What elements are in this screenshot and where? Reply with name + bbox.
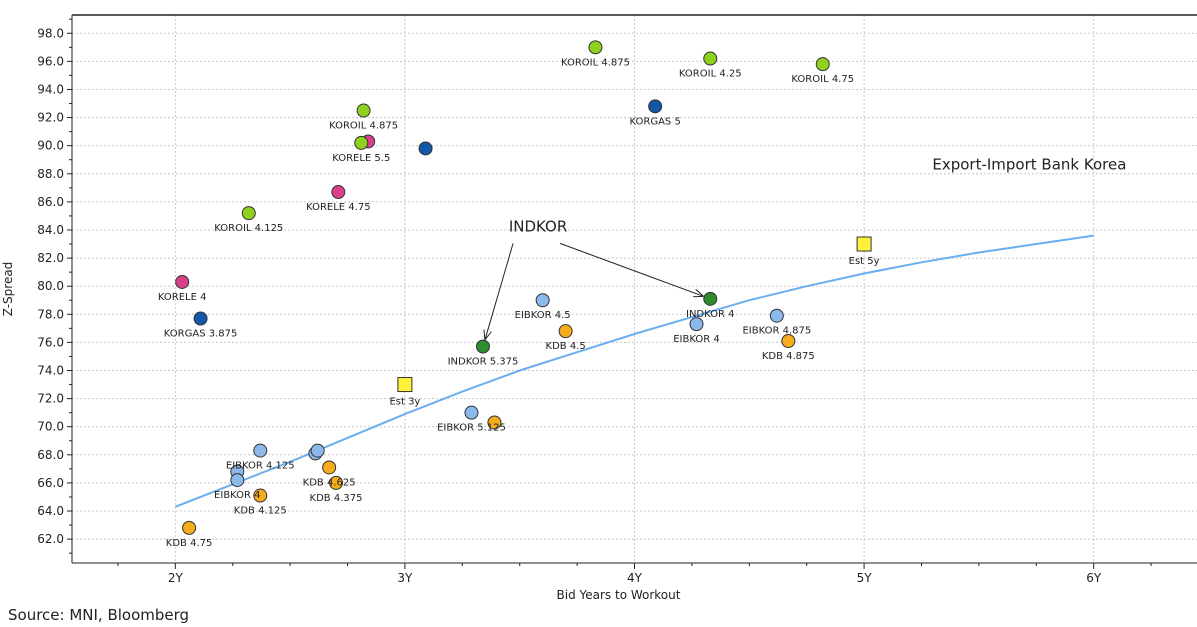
y-tick-label: 98.0 [37, 26, 64, 40]
z-spread-scatter-chart: 62.0 64.0 66.0 68.0 70.0 72.0 74.0 76.0 78.0 80.0… [1, 14, 1197, 602]
annotation-arrow [559, 242, 703, 296]
point-label: KDB 4.875 [762, 351, 815, 362]
point-label: KOROIL 4.875 [561, 57, 630, 68]
estimate-label: Est 3y [389, 397, 420, 408]
point-eibkor [253, 443, 268, 458]
point-koroil [588, 40, 603, 55]
point-korgas [193, 311, 208, 326]
estimate-label: Est 5y [849, 256, 880, 267]
point-eibkor [535, 293, 550, 308]
point-eibkor [230, 473, 245, 488]
point-koroil [815, 57, 830, 72]
y-axis-title: Z-Spread [1, 262, 15, 317]
y-axis-ticks: 62.0 64.0 66.0 68.0 70.0 72.0 74.0 76.0 78.0 80.0… [37, 18, 72, 554]
point-korele [331, 185, 346, 200]
point-label: KORGAS 3.875 [164, 329, 238, 340]
point-kdb [329, 475, 344, 490]
point-label: KORELE 4.75 [306, 202, 370, 213]
point-koroil [241, 206, 256, 221]
grid-lines [72, 15, 1197, 563]
y-tick-label: 66.0 [37, 476, 64, 490]
y-tick-label: 96.0 [37, 54, 64, 68]
annotation-text: INDKOR [509, 217, 567, 235]
point-label: EIBKOR 5.125 [437, 423, 506, 434]
source-caption: Source: MNI, Bloomberg [8, 606, 190, 624]
x-axis-title: Bid Years to Workout [557, 588, 681, 602]
point-label: KOROIL 4.125 [214, 223, 283, 234]
point-label: KDB 4.75 [166, 538, 213, 549]
point-label: INDKOR 4 [686, 309, 735, 320]
point-korgas [418, 141, 433, 156]
estimate-marker [856, 236, 872, 252]
point-kdb [781, 333, 796, 348]
point-label: KORELE 5.5 [332, 153, 390, 164]
point-indkor [475, 339, 490, 354]
y-tick-label: 88.0 [37, 167, 64, 181]
point-kdb [253, 488, 268, 503]
point-label: INDKOR 5.375 [448, 357, 519, 368]
point-eibkor [689, 317, 704, 332]
point-label: EIBKOR 4 [214, 490, 261, 501]
y-tick-label: 94.0 [37, 82, 64, 96]
y-tick-label: 62.0 [37, 532, 64, 546]
point-koroil [354, 135, 369, 150]
point-label: EIBKOR 4 [673, 334, 720, 345]
point-eibkor [464, 405, 479, 420]
x-tick-label: 2Y [168, 571, 184, 585]
point-eibkor [310, 443, 325, 458]
point-label: EIBKOR 4.875 [742, 326, 811, 337]
y-tick-label: 74.0 [37, 363, 64, 377]
point-label: KOROIL 4.75 [791, 74, 854, 85]
y-tick-label: 70.0 [37, 420, 64, 434]
y-tick-label: 68.0 [37, 448, 64, 462]
data-points: KOROIL 4.875 KOROIL 4.25 KOROIL 4.75 KORGAS… [158, 40, 854, 549]
point-label: EIBKOR 4.125 [226, 461, 295, 472]
y-tick-label: 92.0 [37, 111, 64, 125]
y-tick-label: 90.0 [37, 139, 64, 153]
point-kdb [182, 520, 197, 535]
y-tick-label: 72.0 [37, 392, 64, 406]
y-tick-label: 82.0 [37, 251, 64, 265]
point-label: KORGAS 5 [630, 116, 681, 127]
point-kdb [558, 324, 573, 339]
point-label: KDB 4.625 [303, 477, 356, 488]
annotation-arrow [485, 243, 514, 339]
annotations: INDKOR Export-Import Bank Korea [485, 156, 1126, 339]
y-tick-label: 80.0 [37, 279, 64, 293]
x-tick-label: 6Y [1086, 571, 1102, 585]
y-tick-label: 86.0 [37, 195, 64, 209]
y-tick-label: 64.0 [37, 504, 64, 518]
point-koroil [703, 51, 718, 66]
point-kdb [322, 460, 337, 475]
y-tick-label: 78.0 [37, 307, 64, 321]
x-tick-label: 3Y [397, 571, 413, 585]
point-eibkor [769, 308, 784, 323]
annotation-text: Export-Import Bank Korea [932, 156, 1126, 174]
estimate-points: Est 3y Est 5y [389, 236, 880, 408]
point-label: KDB 4.5 [546, 341, 586, 352]
point-korele [175, 274, 190, 289]
x-tick-label: 4Y [627, 571, 643, 585]
point-label: KORELE 4 [158, 292, 207, 303]
estimate-marker [397, 377, 413, 393]
point-label: KDB 4.125 [234, 506, 287, 517]
fit-curve [174, 234, 1094, 508]
y-tick-label: 84.0 [37, 223, 64, 237]
x-axis-ticks: 2Y 3Y 4Y 5Y 6Y [117, 563, 1152, 585]
point-korgas [648, 99, 663, 114]
point-label: KOROIL 4.25 [679, 69, 742, 80]
y-tick-label: 76.0 [37, 335, 64, 349]
point-label: KDB 4.375 [310, 493, 363, 504]
x-tick-label: 5Y [857, 571, 873, 585]
point-koroil [356, 103, 371, 118]
point-label: KOROIL 4.875 [329, 121, 398, 132]
point-indkor [703, 291, 718, 306]
point-kdb [487, 415, 502, 430]
point-label: EIBKOR 4.5 [515, 310, 571, 321]
